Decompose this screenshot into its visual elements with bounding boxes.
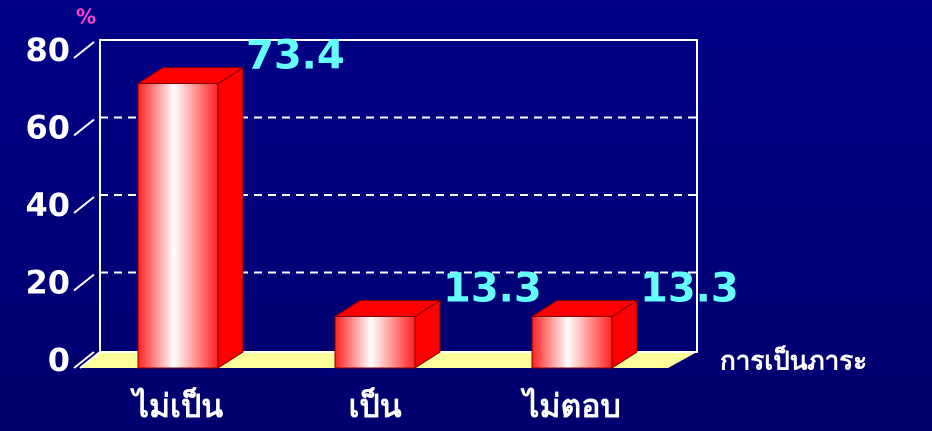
bar — [333, 299, 442, 369]
y-tick-label: 80 — [25, 31, 70, 69]
bar — [136, 66, 245, 369]
tick-mark — [73, 118, 95, 137]
bar-side — [217, 66, 244, 369]
tick-mark — [73, 273, 95, 292]
bar-front — [531, 315, 613, 369]
x-tick-label: ไม่เป็น — [130, 386, 223, 425]
x-tick-label: ไม่ตอบ — [520, 387, 621, 425]
bar — [530, 299, 639, 369]
x-tick-label: เป็น — [348, 386, 401, 425]
value-label: 13.3 — [443, 265, 542, 311]
y-tick-label: 40 — [25, 186, 70, 224]
y-tick-label: 20 — [25, 264, 70, 302]
value-label: 13.3 — [640, 265, 739, 311]
y-tick-label: 60 — [25, 109, 70, 147]
tick-mark — [73, 351, 95, 369]
y-axis-label: % — [76, 5, 96, 29]
value-label: 73.4 — [246, 33, 345, 79]
tick-mark — [73, 41, 95, 59]
axis-edge — [79, 351, 101, 369]
tick-mark — [73, 196, 95, 214]
y-tick-label: 0 — [48, 341, 70, 379]
bar-front — [137, 83, 219, 369]
x-axis-label: การเป็นภาระ — [720, 345, 867, 377]
bar-front — [334, 315, 416, 369]
